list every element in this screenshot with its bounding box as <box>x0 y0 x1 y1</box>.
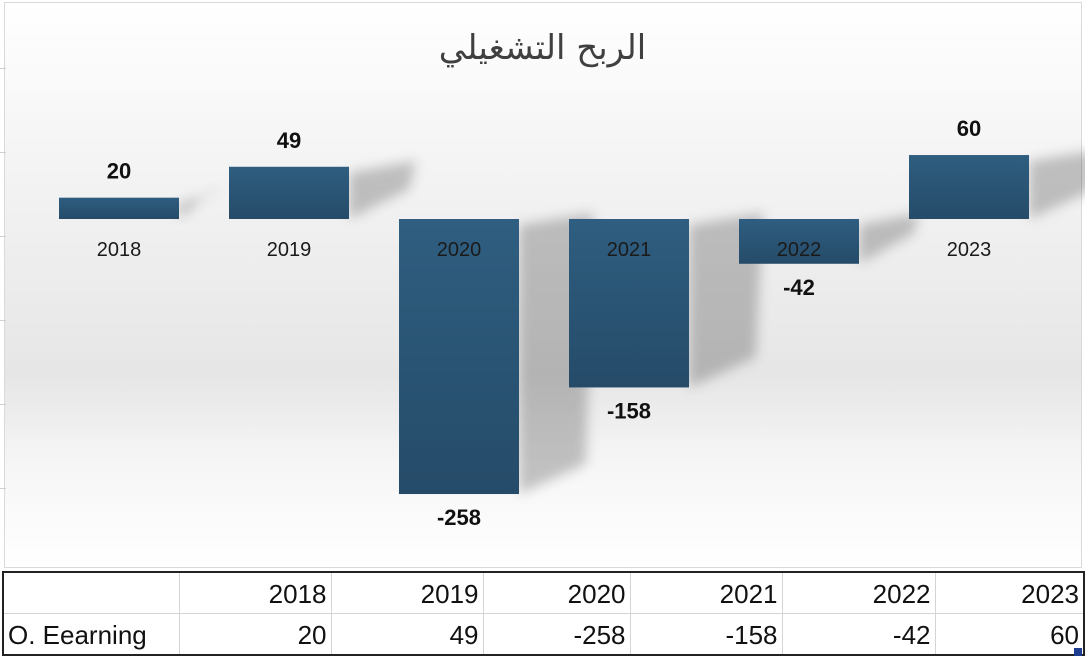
gridline-tick <box>0 320 6 321</box>
data-label: -158 <box>607 398 651 423</box>
table-header-year[interactable]: 2021 <box>629 571 783 614</box>
bar-shadow <box>349 160 417 219</box>
data-label: 49 <box>277 128 301 153</box>
data-table[interactable]: 2018 2019 2020 2021 2022 2023 O. Eearnin… <box>2 571 1085 656</box>
gridline-tick <box>0 404 6 405</box>
table-header-year[interactable]: 2019 <box>330 571 484 614</box>
table-header-year[interactable]: 2022 <box>781 571 936 614</box>
bar-2023[interactable] <box>909 155 1029 219</box>
bar-2018[interactable] <box>59 197 179 219</box>
data-label: 20 <box>107 159 131 184</box>
bar-shadow <box>1029 151 1085 219</box>
bar-shadow <box>179 189 219 219</box>
table-row: O. Eearning 20 49 -258 -158 -42 60 <box>2 613 1085 656</box>
row-label[interactable]: O. Eearning <box>2 613 180 656</box>
table-cell-value[interactable]: -158 <box>629 613 783 656</box>
bar-shadow <box>859 213 920 264</box>
bar-chart: 2018 20 2019 49 2020 -258 2021 -158 2022 -42 2023 6… <box>59 116 1085 530</box>
data-label: -258 <box>437 505 481 530</box>
x-tick-label: 2023 <box>947 239 992 261</box>
bar-2022[interactable] <box>739 219 859 264</box>
table-cell-value[interactable]: 20 <box>178 613 332 656</box>
data-label: 60 <box>957 116 981 141</box>
table-header-row: 2018 2019 2020 2021 2022 2023 <box>2 571 1085 614</box>
gridline-tick <box>0 236 6 237</box>
bar-2020[interactable] <box>399 219 519 495</box>
x-tick-label: 2021 <box>607 239 652 261</box>
table-cell-value[interactable]: -258 <box>482 613 631 656</box>
x-tick-label: 2020 <box>437 239 482 261</box>
gridline-tick <box>0 488 6 489</box>
table-cell-value[interactable]: 49 <box>330 613 484 656</box>
table-header-year[interactable]: 2023 <box>934 571 1085 614</box>
gridline-tick <box>0 68 6 69</box>
table-cell-value[interactable]: -42 <box>781 613 936 656</box>
bar-2021[interactable] <box>569 219 689 388</box>
data-label: -42 <box>783 275 815 300</box>
x-tick-label: 2018 <box>97 239 142 261</box>
x-tick-label: 2019 <box>267 239 312 261</box>
table-header-year[interactable]: 2020 <box>482 571 631 614</box>
x-tick-label: 2022 <box>777 239 822 261</box>
chart-title: الربح التشغيلي <box>438 28 647 68</box>
table-header-year[interactable]: 2018 <box>178 571 332 614</box>
resize-handle[interactable] <box>1074 648 1082 656</box>
bar-2019[interactable] <box>229 166 349 219</box>
table-cell-value[interactable]: 60 <box>934 613 1085 656</box>
table-cell-blank[interactable] <box>2 571 180 614</box>
gridline-tick <box>0 152 6 153</box>
